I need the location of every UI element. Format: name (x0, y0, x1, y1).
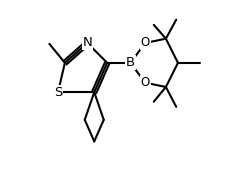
Text: S: S (54, 86, 62, 99)
Text: N: N (83, 37, 92, 49)
Text: B: B (126, 56, 135, 69)
Text: O: O (141, 76, 150, 89)
Text: O: O (141, 37, 150, 49)
